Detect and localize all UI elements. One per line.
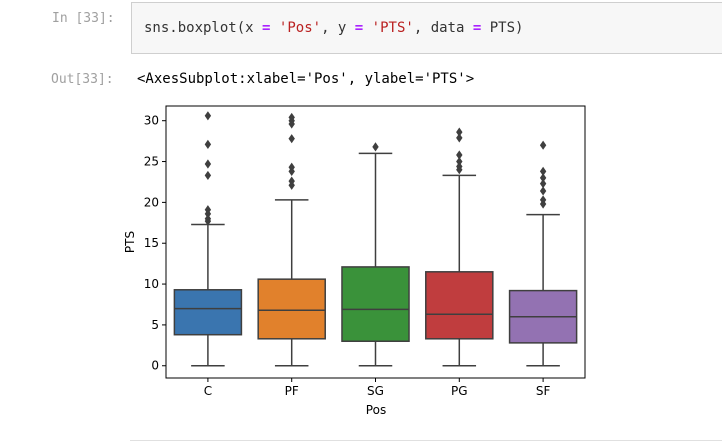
outlier-point (204, 170, 212, 181)
code-cell-input[interactable]: sns.boxplot(x = 'Pos', y = 'PTS', data =… (131, 2, 722, 54)
code-y-kw: y (337, 20, 347, 36)
outlier-point (456, 156, 463, 167)
outlier-point (204, 216, 212, 226)
outlier-point (539, 140, 547, 150)
boxplot-chart: 0 5 10 15 20 25 30 C PF SG PG SF Pos PTS (123, 105, 586, 417)
output-text: <AxesSubplot:xlabel='Pos', ylabel='PTS'> (137, 71, 475, 87)
x-tick-label: SG (367, 384, 384, 398)
x-tick-label: PG (451, 384, 468, 398)
y-tick-label: 30 (144, 114, 159, 128)
outlier-point (539, 166, 547, 176)
box-pf (257, 112, 326, 367)
y-tick-label: 20 (144, 195, 159, 209)
code-data-val: PTS (489, 20, 516, 36)
y-tick-label: 25 (144, 155, 159, 169)
outlier-point (539, 186, 547, 196)
outlier-point (288, 180, 295, 190)
box-pg (425, 127, 494, 367)
code-fn: sns.boxplot (144, 20, 237, 36)
box-sg (341, 142, 410, 367)
outlier-point (372, 142, 379, 152)
outlier-point (204, 209, 212, 219)
outlier-point (456, 150, 463, 160)
code-x-val: 'Pos' (278, 20, 322, 36)
code-line[interactable]: sns.boxplot(x = 'Pos', y = 'PTS', data =… (144, 20, 524, 36)
outlier-point (539, 173, 547, 183)
cell-divider (130, 440, 722, 441)
y-tick-label: 0 (151, 359, 159, 373)
outlier-point (456, 127, 463, 137)
code-x-kw: x (245, 20, 254, 36)
input-prompt: In [33]: (52, 11, 115, 26)
box-body (425, 271, 494, 340)
box-sf (508, 140, 578, 367)
box-c (173, 111, 243, 367)
outlier-point (288, 134, 295, 144)
x-axis-label: Pos (366, 403, 386, 417)
code-data-kw: data (430, 20, 465, 36)
y-tick-label: 15 (144, 236, 159, 250)
outlier-point (456, 165, 463, 175)
outlier-point (288, 119, 295, 129)
y-tick-label: 5 (151, 318, 159, 332)
outlier-point (204, 111, 212, 121)
y-tick-label: 10 (144, 277, 159, 291)
outlier-point (539, 199, 547, 209)
outlier-point (288, 166, 295, 176)
x-tick-label: C (204, 384, 212, 398)
box-body (173, 289, 243, 336)
outlier-point (539, 178, 547, 189)
outlier-point (204, 139, 212, 149)
y-axis-label: PTS (123, 231, 137, 253)
outlier-point (456, 133, 463, 143)
box-body (341, 266, 410, 342)
x-tick-label: SF (536, 384, 551, 398)
output-prompt: Out[33]: (51, 72, 114, 87)
box-body (257, 278, 326, 340)
code-y-val: 'PTS' (371, 20, 414, 36)
outlier-point (204, 159, 212, 169)
x-tick-label: PF (285, 384, 299, 398)
